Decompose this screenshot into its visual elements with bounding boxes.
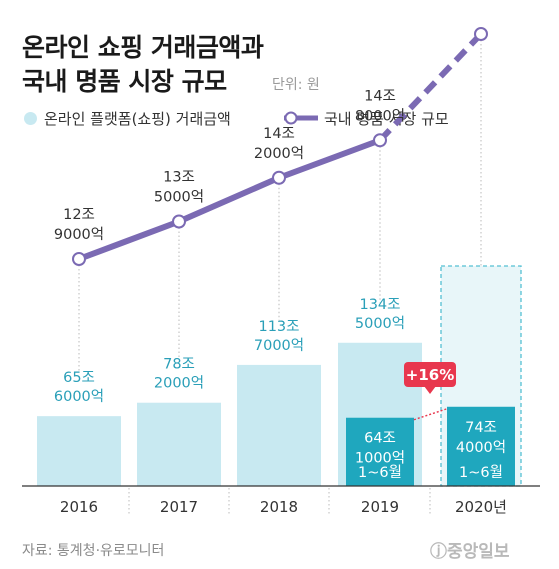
x-tick-label: 2016 [60, 498, 98, 516]
line-label-line1: 13조 [163, 170, 195, 186]
growth-badge-text: +16% [406, 366, 454, 384]
half-bar-label-line1: 64조 [364, 431, 396, 447]
bar-label-line1: 65조 [63, 370, 95, 386]
x-tick-label: 2020년 [455, 498, 507, 516]
half-bar-label-line1: 74조 [465, 420, 497, 436]
bar-label-line2: 2000억 [154, 375, 204, 392]
x-tick-label: 2019 [361, 498, 399, 516]
x-tick-label: 2017 [160, 498, 198, 516]
growth-badge-pointer [424, 386, 436, 394]
line-point-2018 [272, 170, 286, 185]
bar-2018 [237, 364, 321, 486]
bar-2017 [137, 402, 221, 486]
line-label-line2: 8000억 [355, 107, 405, 124]
source-note: 자료: 통계청·유로모니터 [22, 543, 165, 559]
half-bar-label-line2: 4000억 [456, 439, 506, 456]
bar-label-line2: 7000억 [254, 337, 304, 354]
line-label-line1: 12조 [63, 207, 95, 223]
bar-label-line2: 5000억 [355, 315, 405, 332]
legend-bar-swatch [24, 112, 37, 125]
line-label-line2: 2000억 [254, 145, 304, 162]
line-point-2016 [72, 252, 86, 266]
line-point-2017 [172, 214, 186, 229]
line-label-line2: 5000억 [154, 189, 204, 206]
half-bar-label-line2: 1000억 [355, 450, 405, 467]
line-series-solid [76, 137, 383, 262]
line-point-2020년 [474, 27, 488, 41]
bar-label-line2: 6000억 [54, 388, 104, 405]
x-tick-label: 2018 [260, 498, 298, 516]
line-label-line2: 9000억 [54, 226, 104, 243]
line-point-2019 [373, 133, 387, 148]
line-label-line1: 14조 [364, 88, 396, 104]
half-bar-period-label: 1~6월 [459, 464, 503, 481]
unit-label: 단위: 원 [272, 77, 320, 93]
bar-label-line1: 134조 [359, 297, 400, 313]
publisher-logo: ⓙ중앙일보 [430, 542, 510, 562]
chart-title-line2: 국내 명품 시장 규모 [22, 67, 227, 96]
legend-line-swatch [284, 111, 318, 125]
legend-line-label: 국내 명품 시장 규모 [324, 110, 449, 128]
growth-badge [404, 362, 456, 387]
chart-title-line1: 온라인 쇼핑 거래금액과 [22, 33, 264, 62]
line-label-line1: 14조 [263, 126, 295, 142]
bar-2016 [37, 416, 121, 486]
growth-connector [413, 408, 448, 421]
bar-half-2020년 [447, 406, 515, 486]
legend-bar-label: 온라인 플랫폼(쇼핑) 거래금액 [44, 110, 231, 128]
bar-label-line1: 78조 [163, 357, 195, 373]
bar-half-2019 [346, 417, 414, 486]
half-bar-period-label: 1~6월 [358, 464, 402, 481]
line-series-projection [377, 31, 484, 143]
bar-label-line1: 113조 [258, 319, 299, 335]
